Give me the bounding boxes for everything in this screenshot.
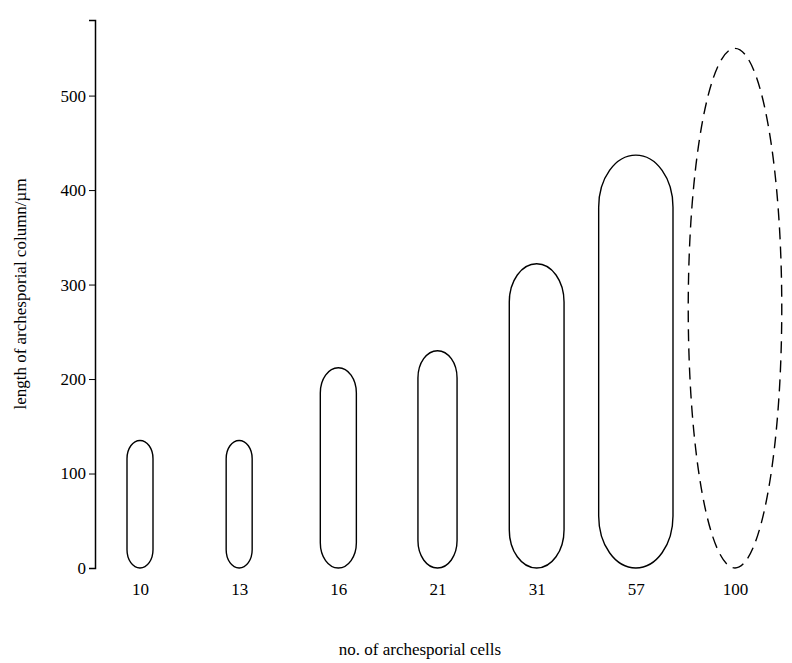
x-tick-label: 16 (330, 580, 347, 599)
y-tick-label: 500 (61, 87, 87, 106)
y-tick: 0 (78, 559, 96, 578)
y-tick-label: 200 (61, 370, 87, 389)
y-tick: 100 (61, 464, 96, 483)
y-tick-mark (89, 474, 95, 475)
archesporial-column (688, 48, 782, 568)
y-tick-label: 400 (61, 181, 87, 200)
x-tick: 57 (628, 580, 646, 599)
y-tick: 300 (61, 275, 96, 294)
y-tick-mark (89, 285, 95, 286)
archesporial-column (418, 351, 457, 568)
x-axis-title: no. of archesporial cells (339, 640, 501, 659)
y-tick-mark (89, 379, 95, 380)
x-tick: 100 (723, 580, 749, 599)
y-axis-title: length of archesporial column/µm (11, 178, 30, 409)
x-tick-label: 31 (529, 580, 546, 599)
archesporial-column (226, 440, 252, 568)
archesporial-column (320, 368, 356, 568)
y-tick-label: 300 (61, 275, 87, 294)
x-tick-label: 21 (430, 580, 447, 599)
y-tick-mark (89, 568, 95, 569)
chart: 0 100 200 300 400 500 10 13 16 21 31 57 100 no. of ar… (0, 0, 792, 663)
x-tick-label: 13 (231, 580, 248, 599)
archesporial-column (509, 264, 564, 568)
archesporial-column (127, 440, 153, 568)
y-tick: 200 (61, 370, 96, 389)
archesporial-column (599, 155, 673, 568)
y-tick: 400 (61, 181, 96, 200)
x-tick-label: 100 (723, 580, 749, 599)
x-tick: 16 (330, 580, 347, 599)
y-tick-mark (89, 190, 95, 191)
x-tick: 21 (430, 580, 447, 599)
y-tick: 500 (61, 87, 96, 106)
marks (127, 48, 782, 568)
x-axis: 10 13 16 21 31 57 100 (132, 580, 748, 599)
x-tick: 31 (529, 580, 546, 599)
y-axis-line (89, 21, 96, 569)
y-axis: 0 100 200 300 400 500 (61, 21, 96, 578)
x-tick: 13 (231, 580, 248, 599)
y-tick-label: 0 (78, 559, 87, 578)
x-tick-label: 57 (628, 580, 646, 599)
y-tick-label: 100 (61, 464, 87, 483)
x-tick-label: 10 (132, 580, 149, 599)
x-tick: 10 (132, 580, 149, 599)
y-tick-mark (89, 96, 95, 97)
